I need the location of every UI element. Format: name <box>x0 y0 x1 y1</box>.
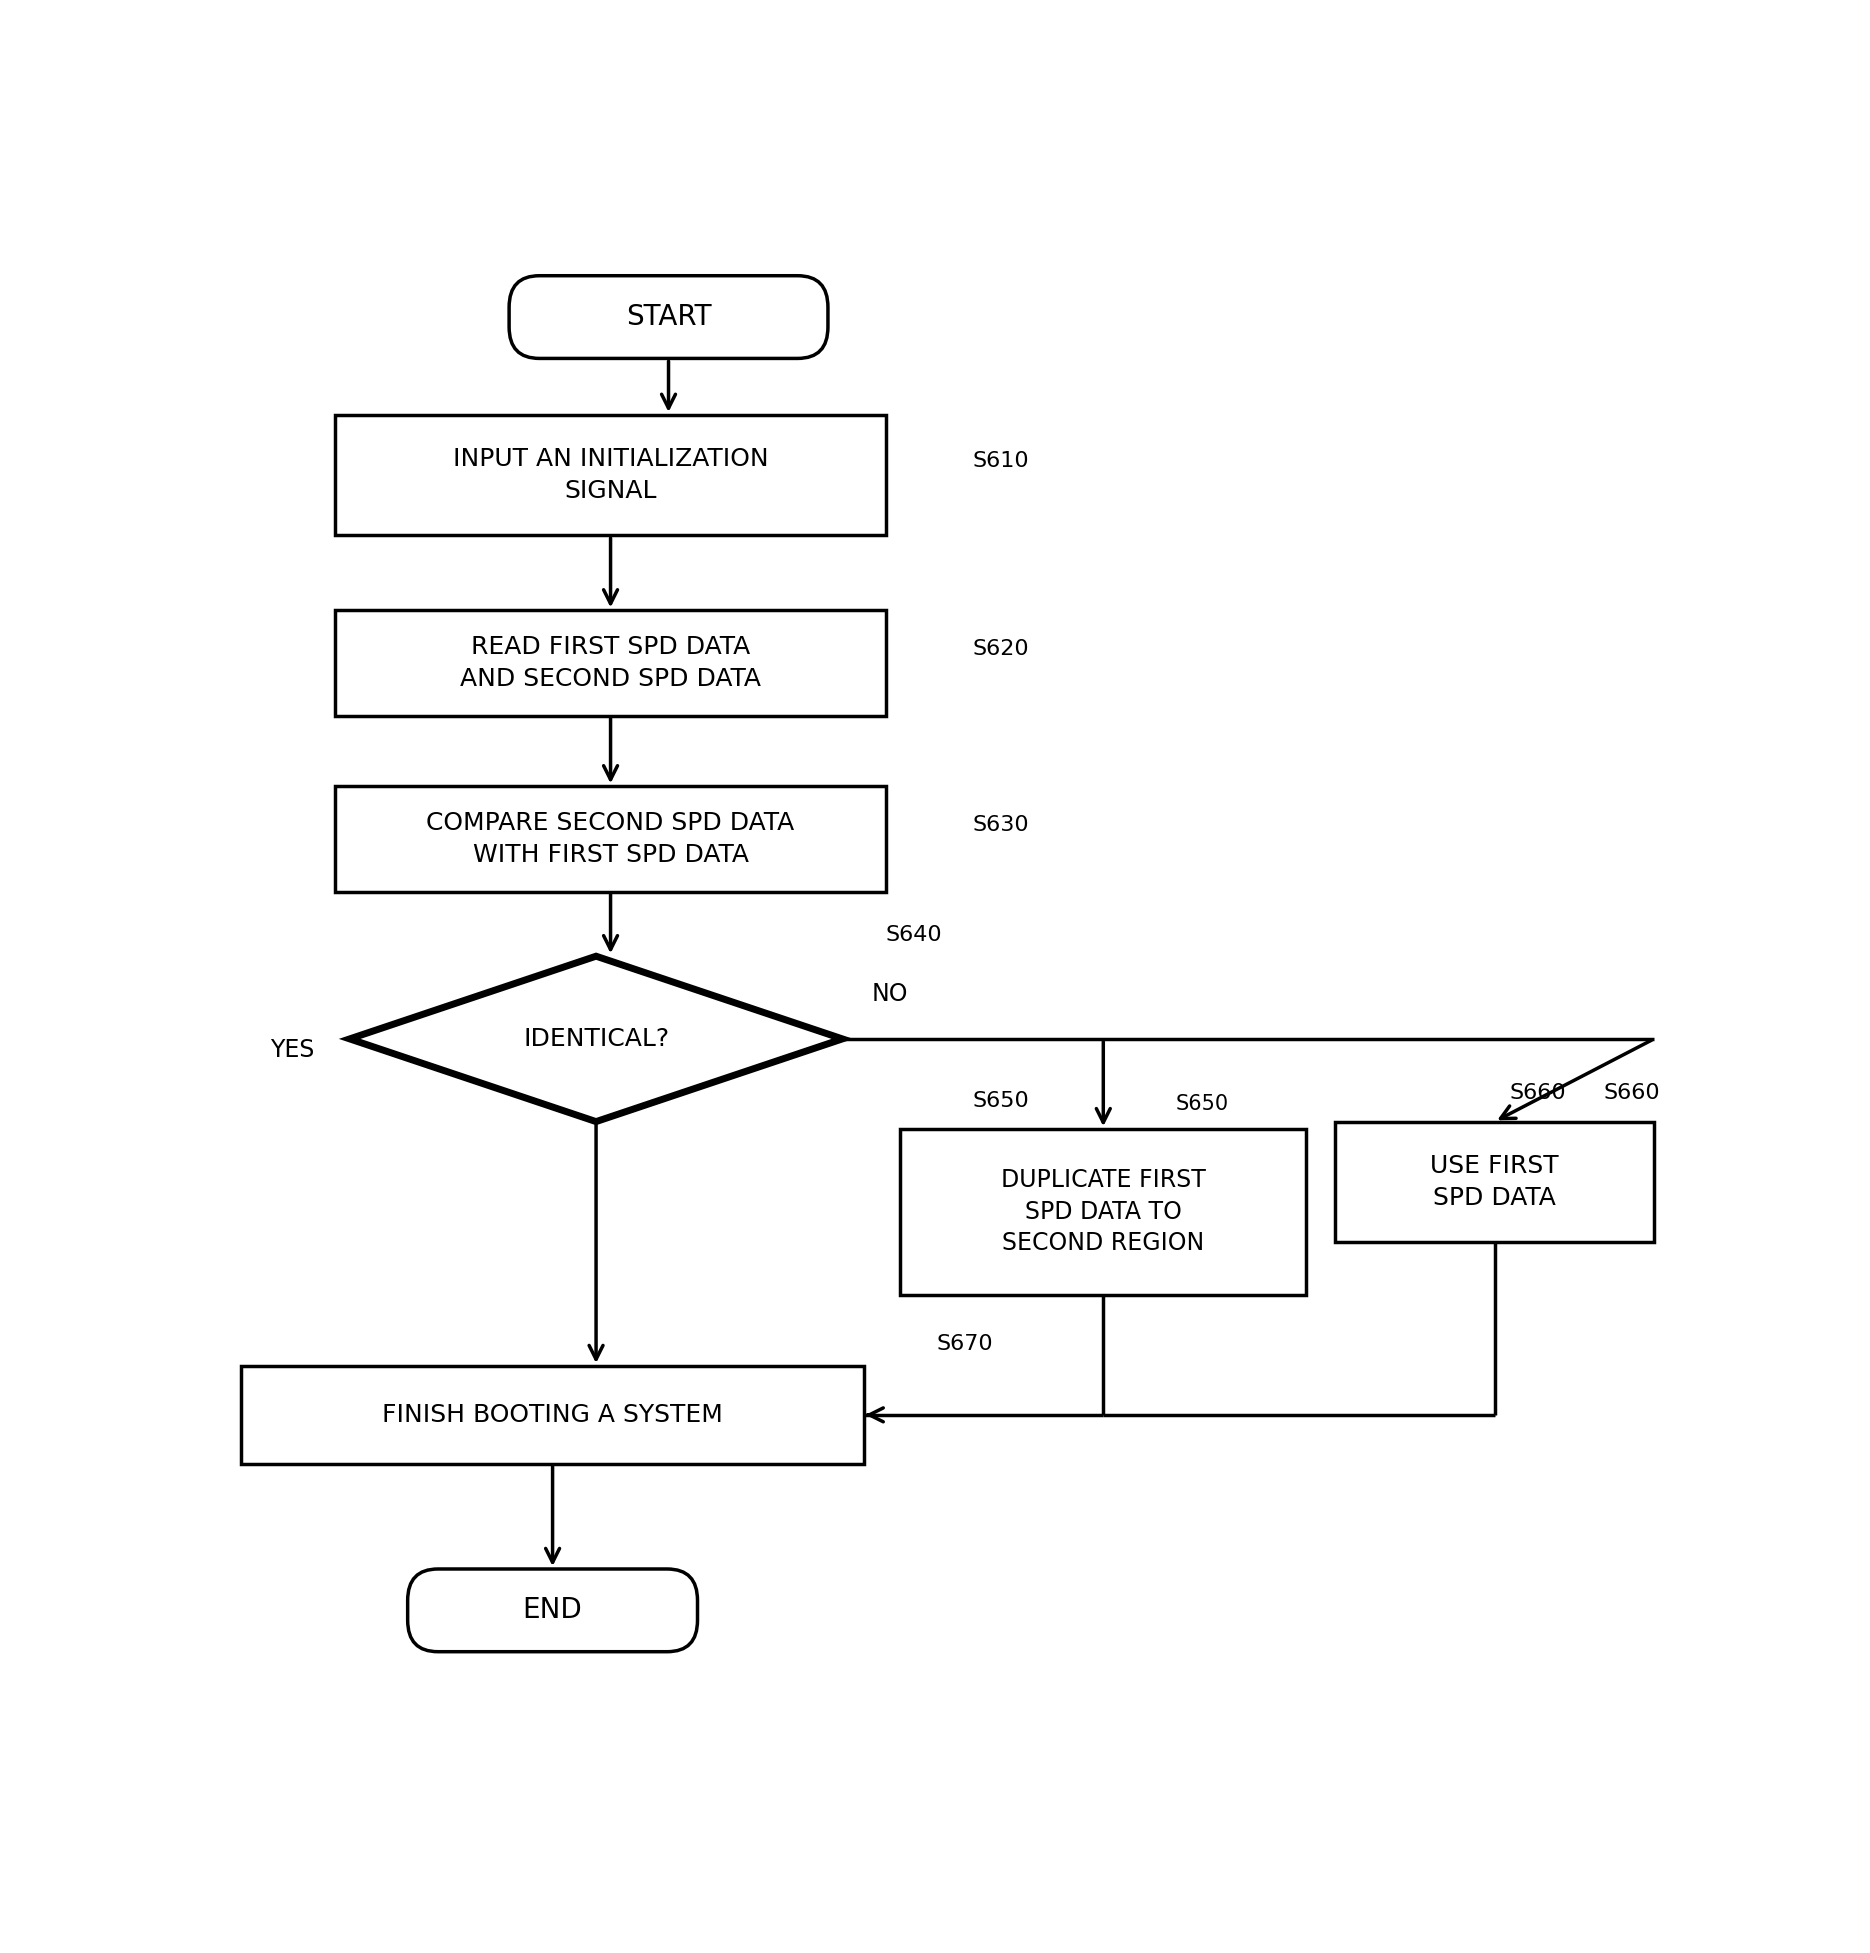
Bar <box>1335 1121 1655 1242</box>
Text: S650: S650 <box>972 1090 1030 1111</box>
Text: USE FIRST
SPD DATA: USE FIRST SPD DATA <box>1431 1154 1560 1209</box>
Bar <box>335 609 886 715</box>
Bar <box>335 787 886 891</box>
Text: NO: NO <box>871 982 909 1006</box>
Bar <box>335 414 886 535</box>
Bar <box>901 1129 1305 1295</box>
Text: COMPARE SECOND SPD DATA
WITH FIRST SPD DATA: COMPARE SECOND SPD DATA WITH FIRST SPD D… <box>426 810 795 867</box>
Text: END: END <box>524 1596 582 1625</box>
Bar <box>241 1365 864 1463</box>
Text: S660: S660 <box>1603 1084 1661 1103</box>
Text: S650: S650 <box>1176 1094 1229 1113</box>
Polygon shape <box>350 957 843 1121</box>
Text: S670: S670 <box>937 1334 993 1353</box>
Text: S630: S630 <box>972 814 1030 836</box>
Text: FINISH BOOTING A SYSTEM: FINISH BOOTING A SYSTEM <box>381 1402 724 1428</box>
FancyBboxPatch shape <box>509 275 828 359</box>
Text: S610: S610 <box>972 451 1030 471</box>
Text: START: START <box>626 303 711 332</box>
Text: S660: S660 <box>1509 1084 1565 1103</box>
Text: IDENTICAL?: IDENTICAL? <box>524 1027 669 1051</box>
Text: DUPLICATE FIRST
SPD DATA TO
SECOND REGION: DUPLICATE FIRST SPD DATA TO SECOND REGIO… <box>1000 1168 1206 1256</box>
Text: READ FIRST SPD DATA
AND SECOND SPD DATA: READ FIRST SPD DATA AND SECOND SPD DATA <box>460 635 761 691</box>
Text: S620: S620 <box>972 639 1030 660</box>
Text: INPUT AN INITIALIZATION
SIGNAL: INPUT AN INITIALIZATION SIGNAL <box>453 447 769 502</box>
Text: S640: S640 <box>886 926 942 945</box>
FancyBboxPatch shape <box>408 1568 698 1652</box>
Text: YES: YES <box>269 1037 314 1062</box>
